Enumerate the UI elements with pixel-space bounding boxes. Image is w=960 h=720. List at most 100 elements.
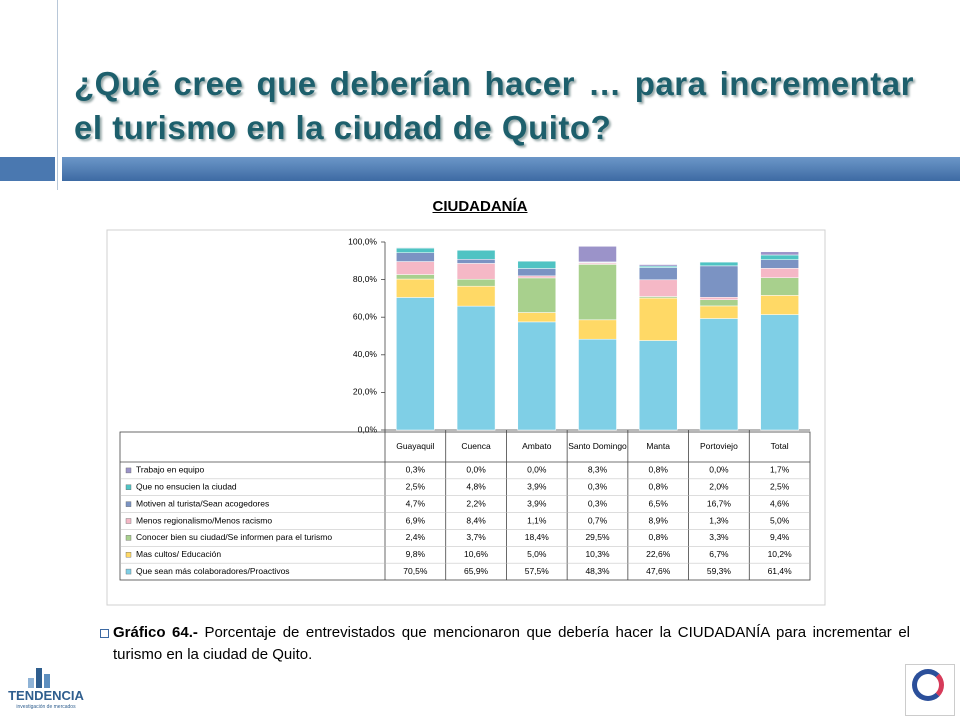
table-value: 6,7% bbox=[709, 549, 729, 559]
table-value: 0,3% bbox=[406, 465, 426, 475]
table-value: 47,6% bbox=[646, 566, 671, 576]
legend-swatch bbox=[125, 568, 132, 575]
table-value: 0,0% bbox=[527, 465, 547, 475]
legend-label: Que no ensucien la ciudad bbox=[136, 482, 237, 492]
table-value: 2,2% bbox=[466, 498, 486, 508]
y-tick-label: 0,0% bbox=[358, 424, 378, 434]
category-cell: Cuenca bbox=[461, 441, 491, 451]
x-tick-label: Cuenca bbox=[461, 441, 491, 451]
table-value: 1,1% bbox=[527, 515, 547, 525]
bar-segment bbox=[760, 314, 799, 431]
category-cell: Manta bbox=[646, 441, 670, 451]
bar-segment bbox=[396, 297, 435, 431]
bar-segment bbox=[699, 261, 739, 267]
table-value: 3,7% bbox=[466, 532, 486, 542]
bar-segment bbox=[760, 259, 799, 269]
table-value: 59,3% bbox=[707, 566, 732, 576]
legend-label: Motiven al turista/Sean acogedores bbox=[136, 498, 269, 508]
table-value: 8,3% bbox=[588, 465, 608, 475]
category-cell: Guayaquil bbox=[396, 441, 434, 451]
bar-segment bbox=[699, 299, 739, 307]
legend-label: Conocer bien su ciudad/Se informen para … bbox=[136, 532, 332, 542]
logo-building bbox=[36, 668, 42, 688]
table-value: 9,4% bbox=[770, 532, 790, 542]
table-value: 65,9% bbox=[464, 566, 489, 576]
bar-segment bbox=[760, 254, 799, 260]
bullet bbox=[100, 629, 109, 638]
bar-segment bbox=[699, 318, 739, 431]
category-cell: Santo Domingo bbox=[568, 441, 627, 451]
table-value: 61,4% bbox=[768, 566, 793, 576]
bar-segment bbox=[699, 297, 739, 300]
table-value: 0,3% bbox=[588, 498, 608, 508]
logo-emblem bbox=[912, 669, 944, 701]
bar-segment bbox=[456, 305, 496, 431]
table-value: 6,9% bbox=[406, 515, 426, 525]
bar-segment bbox=[517, 277, 557, 313]
table-value: 16,7% bbox=[707, 498, 732, 508]
x-tick-label: Ambato bbox=[522, 441, 552, 451]
table-value: 9,8% bbox=[406, 549, 426, 559]
bar-segment bbox=[517, 312, 557, 323]
x-tick-label: Total bbox=[770, 441, 789, 451]
bar-segment bbox=[456, 250, 496, 260]
table-value: 0,3% bbox=[588, 482, 608, 492]
table-value: 10,2% bbox=[768, 549, 793, 559]
table-value: 0,8% bbox=[649, 482, 669, 492]
table-value: 3,9% bbox=[527, 482, 547, 492]
table-value: 2,5% bbox=[406, 482, 426, 492]
x-tick-label: Santo Domingo bbox=[568, 441, 627, 451]
table-value: 0,7% bbox=[588, 515, 608, 525]
table-value: 70,5% bbox=[403, 566, 428, 576]
table-value: 4,8% bbox=[466, 482, 486, 492]
table-value: 4,7% bbox=[406, 498, 426, 508]
table-value: 4,6% bbox=[770, 498, 790, 508]
bar-segment bbox=[396, 261, 435, 275]
logo-right bbox=[905, 664, 955, 716]
bar-segment bbox=[517, 260, 557, 269]
bar-segment bbox=[760, 277, 799, 296]
bar-segment bbox=[699, 305, 739, 319]
table-value: 2,5% bbox=[770, 482, 790, 492]
table-value: 0,0% bbox=[466, 465, 486, 475]
legend-swatch bbox=[125, 467, 132, 474]
bar-segment bbox=[638, 340, 678, 431]
legend-swatch bbox=[125, 518, 132, 524]
bar-segment bbox=[396, 252, 435, 262]
bar-segment bbox=[638, 264, 678, 267]
table-value: 2,4% bbox=[406, 532, 426, 542]
table-value: 3,3% bbox=[709, 532, 729, 542]
category-cell: Total bbox=[770, 441, 789, 451]
logo-left: TENDENCIA investigación de mercados bbox=[6, 664, 86, 714]
bar-segment bbox=[760, 295, 799, 315]
table-value: 1,7% bbox=[770, 465, 790, 475]
bar-segment bbox=[578, 319, 617, 340]
legend-label: Trabajo en equipo bbox=[136, 465, 204, 475]
accent-line bbox=[57, 0, 58, 190]
table-value: 5,0% bbox=[770, 515, 790, 525]
bar-segment bbox=[578, 264, 617, 321]
logo-tagline: investigación de mercados bbox=[16, 704, 76, 710]
logo-building bbox=[44, 674, 50, 688]
bar-segment bbox=[578, 338, 617, 431]
logo-name: TENDENCIA bbox=[8, 688, 84, 703]
logo-building bbox=[28, 678, 34, 688]
x-tick-label: Manta bbox=[646, 441, 670, 451]
bar-segment bbox=[396, 278, 435, 298]
accent-square bbox=[0, 157, 55, 181]
bar-segment bbox=[456, 278, 496, 287]
table-value: 3,9% bbox=[527, 498, 547, 508]
y-tick-label: 20,0% bbox=[353, 387, 378, 397]
legend-swatch bbox=[125, 535, 132, 541]
table-value: 57,5% bbox=[525, 566, 550, 576]
bar-segment bbox=[456, 259, 496, 264]
category-cell: Ambato bbox=[522, 441, 552, 451]
legend-swatch bbox=[125, 552, 132, 558]
table-value: 5,0% bbox=[527, 549, 547, 559]
y-tick-label: 80,0% bbox=[353, 274, 378, 284]
bar-segment bbox=[456, 285, 496, 307]
legend-swatch bbox=[125, 501, 132, 507]
y-tick-label: 40,0% bbox=[353, 349, 378, 359]
